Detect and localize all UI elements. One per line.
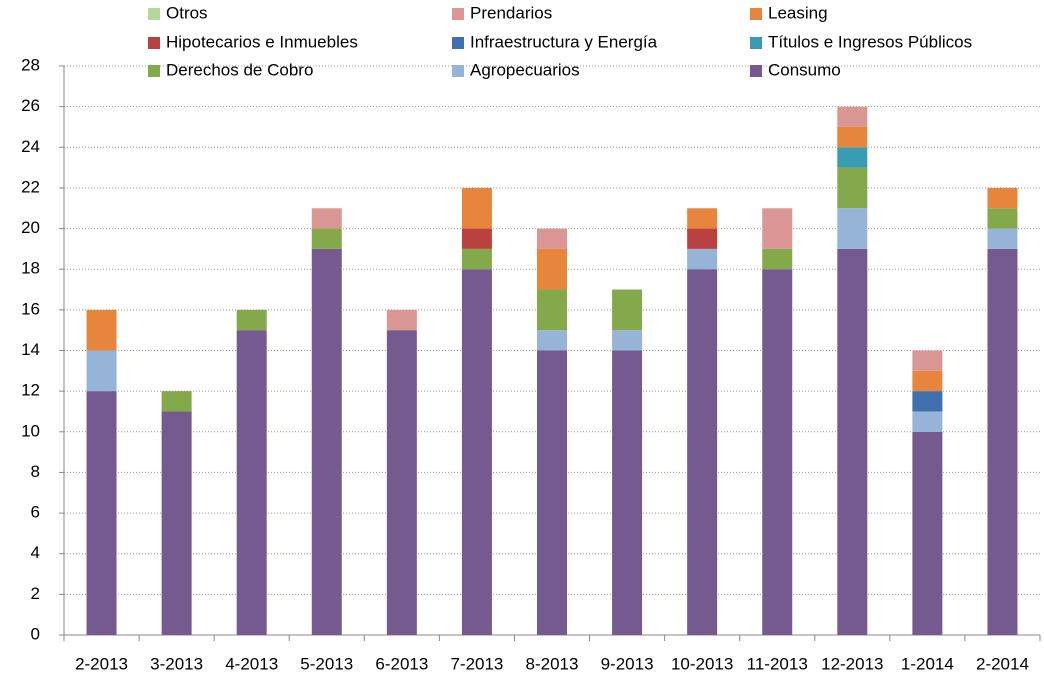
bar-segment [311, 208, 342, 229]
bar-segment [537, 228, 567, 249]
bar-segment [236, 330, 267, 635]
x-tick-label: 8-2013 [526, 654, 579, 673]
bar-segment [461, 248, 492, 270]
x-tick-label: 1-2014 [901, 654, 954, 673]
y-tick-label: 2 [31, 584, 40, 603]
x-tick-label: 10-2013 [671, 654, 733, 673]
bar-segment [762, 208, 793, 249]
legend-label: Derechos de Cobro [166, 60, 313, 79]
bar-segment [987, 187, 1018, 209]
bar-segment [912, 411, 943, 432]
bar-segment [837, 126, 868, 148]
bar-segment [386, 309, 417, 331]
y-tick-label: 8 [31, 462, 40, 481]
bar-segment [987, 208, 1018, 229]
bar-segment [687, 269, 718, 635]
legend-swatch [452, 8, 464, 20]
bar-segment [837, 208, 868, 249]
y-tick-label: 22 [21, 177, 40, 196]
bar-segment [987, 248, 1018, 635]
x-tick-label: 11-2013 [747, 654, 808, 673]
bar-segment [86, 350, 117, 392]
x-tick-label: 12-2013 [821, 654, 883, 673]
y-tick-label: 26 [21, 96, 40, 115]
bar-segment [311, 228, 342, 249]
x-tick-label: 4-2013 [225, 654, 278, 673]
y-tick-label: 16 [21, 299, 40, 318]
y-tick-label: 24 [21, 137, 40, 156]
y-tick-label: 20 [21, 218, 40, 237]
bar-segment [912, 350, 943, 371]
x-tick-label: 5-2013 [300, 654, 353, 673]
bar-segment [537, 330, 567, 351]
bar-segment [837, 167, 868, 209]
legend-swatch [452, 37, 464, 49]
legend-swatch [452, 65, 464, 77]
legend-label: Hipotecarios e Inmuebles [166, 32, 358, 51]
legend-swatch [148, 8, 160, 20]
x-tick-label: 9-2013 [601, 654, 654, 673]
legend-label: Consumo [768, 60, 841, 79]
bar-segment [537, 289, 567, 331]
bar-segment [912, 370, 943, 392]
y-tick-label: 4 [31, 543, 40, 562]
y-tick-label: 6 [31, 503, 40, 522]
legend-swatch [148, 37, 160, 49]
bar-segment [86, 391, 117, 635]
y-tick-label: 12 [21, 381, 40, 400]
legend-swatch [750, 8, 762, 20]
bar-segment [837, 248, 868, 635]
bar-segment [987, 228, 1018, 249]
bar-segment [612, 350, 643, 635]
y-tick-label: 14 [21, 340, 40, 359]
y-tick-label: 28 [21, 55, 40, 74]
legend-label: Prendarios [470, 3, 552, 22]
bar-segment [612, 289, 643, 331]
legend-label: Leasing [768, 3, 828, 22]
bar-segment [461, 269, 492, 635]
bar-segment [687, 208, 718, 229]
bar-segment [762, 248, 793, 270]
legend-label: Otros [166, 3, 208, 22]
bar-segment [461, 187, 492, 229]
bar-segment [386, 330, 417, 635]
y-tick-label: 18 [21, 259, 40, 278]
bar-segment [161, 411, 192, 635]
y-tick-label: 10 [21, 421, 40, 440]
bar-segment [537, 248, 567, 290]
bar-segment [912, 431, 943, 635]
bar-segment [687, 228, 718, 249]
x-tick-label: 6-2013 [375, 654, 428, 673]
bar-segment [687, 248, 718, 270]
bar-segment [161, 391, 192, 412]
bar-segment [86, 309, 117, 351]
bar-segment [612, 330, 643, 351]
bar-segment [837, 147, 868, 168]
bar-segment [461, 228, 492, 249]
x-tick-label: 3-2013 [150, 654, 203, 673]
bar-segment [762, 269, 793, 635]
legend-label: Títulos e Ingresos Públicos [768, 32, 972, 51]
bar-segment [912, 391, 943, 412]
bar-segment [311, 248, 342, 635]
bar-segment [537, 350, 567, 635]
bar-segment [236, 309, 267, 331]
legend-swatch [750, 65, 762, 77]
y-tick-label: 0 [31, 624, 40, 643]
legend-label: Agropecuarios [470, 60, 580, 79]
legend-swatch [750, 37, 762, 49]
legend-swatch [148, 65, 160, 77]
bar-segment [837, 106, 868, 127]
legend-label: Infraestructura y Energía [470, 32, 658, 51]
x-tick-label: 7-2013 [450, 654, 503, 673]
x-tick-label: 2-2013 [75, 654, 128, 673]
x-tick-label: 2-2014 [976, 654, 1029, 673]
